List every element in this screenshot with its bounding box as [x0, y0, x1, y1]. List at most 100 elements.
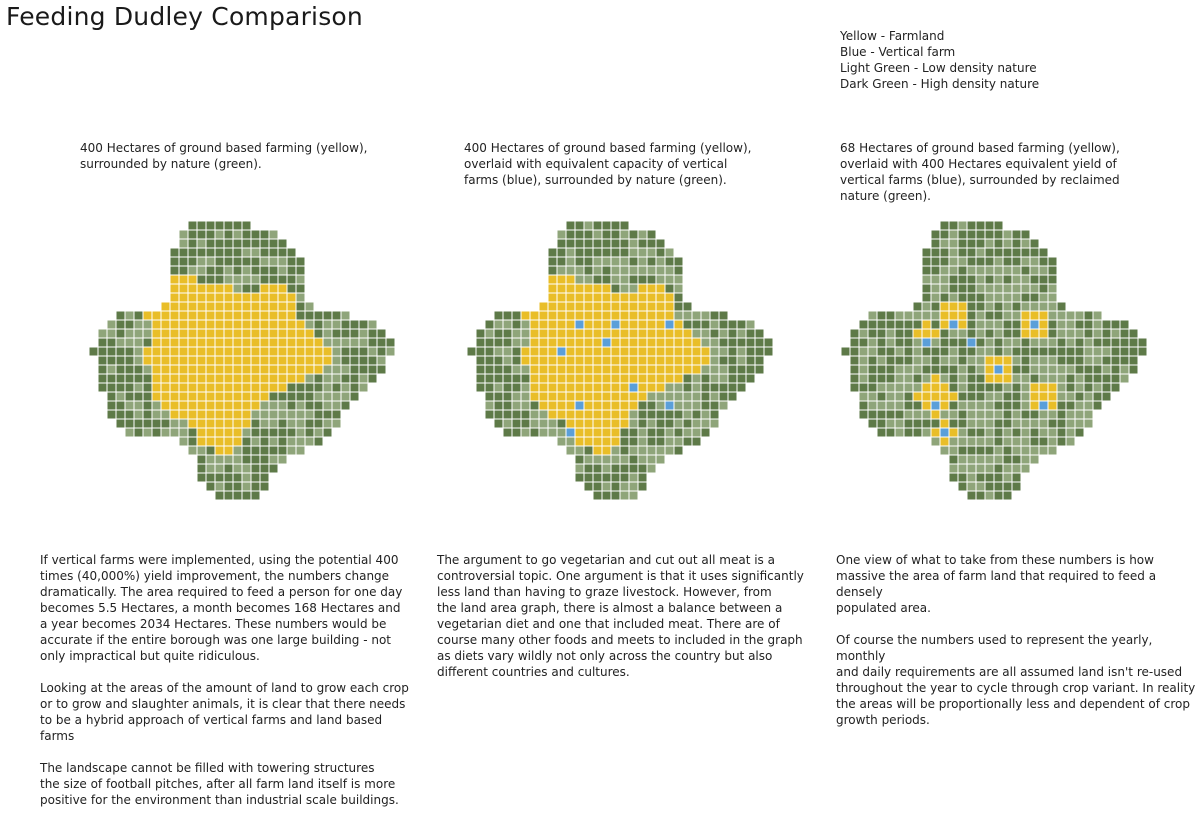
vertical-farm-cell — [948, 319, 959, 330]
dark-green-cell — [484, 346, 495, 357]
farmland-cell — [241, 337, 252, 348]
light-green-cell — [547, 427, 558, 438]
dark-green-cell — [754, 328, 765, 339]
dark-green-cell — [894, 328, 905, 339]
farmland-cell — [214, 364, 225, 375]
farmland-cell — [610, 418, 621, 429]
light-green-cell — [894, 382, 905, 393]
dark-green-cell — [304, 391, 315, 402]
dark-green-cell — [502, 427, 513, 438]
paragraph: One view of what to take from these numb… — [836, 553, 1157, 615]
dark-green-cell — [241, 436, 252, 447]
dark-green-cell — [628, 427, 639, 438]
light-green-cell — [304, 319, 315, 330]
light-green-cell — [894, 310, 905, 321]
vertical-farm-cell — [993, 364, 1004, 375]
farmland-cell — [664, 310, 675, 321]
dark-green-cell — [1056, 409, 1067, 420]
page-title: Feeding Dudley Comparison — [6, 2, 363, 31]
dark-green-cell — [975, 472, 986, 483]
dark-green-cell — [619, 220, 630, 231]
dark-green-cell — [1047, 328, 1058, 339]
dark-green-cell — [957, 472, 968, 483]
farmland-cell — [583, 301, 594, 312]
dark-green-cell — [259, 229, 270, 240]
light-green-cell — [1065, 337, 1076, 348]
farmland-cell — [223, 418, 234, 429]
dark-green-cell — [367, 337, 378, 348]
farmland-cell — [223, 391, 234, 402]
farmland-cell — [268, 373, 279, 384]
light-green-cell — [322, 418, 333, 429]
light-green-cell — [939, 355, 950, 366]
light-green-cell — [1002, 346, 1013, 357]
light-green-cell — [957, 382, 968, 393]
dark-green-cell — [376, 337, 387, 348]
light-green-cell — [655, 445, 666, 456]
farmland-cell — [223, 301, 234, 312]
dark-green-cell — [894, 409, 905, 420]
light-green-cell — [358, 373, 369, 384]
dark-green-cell — [691, 319, 702, 330]
dark-green-cell — [556, 256, 567, 267]
dark-green-cell — [673, 409, 684, 420]
light-green-cell — [97, 328, 108, 339]
farmland-cell — [241, 355, 252, 366]
dark-green-cell — [930, 238, 941, 249]
light-green-cell — [646, 454, 657, 465]
light-green-cell — [196, 256, 207, 267]
dark-green-cell — [286, 382, 297, 393]
dark-green-cell — [511, 418, 522, 429]
dark-green-cell — [196, 454, 207, 465]
farmland-cell — [286, 355, 297, 366]
dark-green-cell — [223, 256, 234, 267]
dark-green-cell — [583, 256, 594, 267]
light-green-cell — [1029, 301, 1040, 312]
dark-green-cell — [502, 373, 513, 384]
farmland-cell — [646, 355, 657, 366]
farmland-cell — [556, 337, 567, 348]
light-green-cell — [142, 364, 153, 375]
farmland-cell — [556, 373, 567, 384]
farmland-cell — [187, 283, 198, 294]
dark-green-cell — [232, 472, 243, 483]
dark-green-cell — [367, 355, 378, 366]
light-green-cell — [223, 274, 234, 285]
light-green-cell — [745, 319, 756, 330]
light-green-cell — [232, 463, 243, 474]
light-green-cell — [984, 436, 995, 447]
farmland-cell — [196, 391, 207, 402]
dark-green-cell — [1083, 373, 1094, 384]
light-green-cell — [592, 229, 603, 240]
dark-green-cell — [601, 265, 612, 276]
farmland-cell — [1029, 310, 1040, 321]
farmland-cell — [169, 364, 180, 375]
farmland-cell — [601, 445, 612, 456]
farmland-cell — [601, 283, 612, 294]
dark-green-cell — [993, 346, 1004, 357]
light-green-cell — [1074, 400, 1085, 411]
farmland-cell — [930, 391, 941, 402]
dark-green-cell — [565, 220, 576, 231]
dark-green-cell — [610, 490, 621, 501]
dark-green-cell — [178, 265, 189, 276]
light-green-cell — [565, 256, 576, 267]
light-green-cell — [268, 418, 279, 429]
light-green-cell — [124, 328, 135, 339]
vertical-farm-cell — [628, 382, 639, 393]
farmland-cell — [610, 436, 621, 447]
light-green-cell — [867, 391, 878, 402]
dark-green-cell — [493, 400, 504, 411]
farmland-cell — [160, 355, 171, 366]
farmland-cell — [538, 355, 549, 366]
farmland-cell — [556, 400, 567, 411]
farmland-cell — [574, 310, 585, 321]
farmland-cell — [538, 373, 549, 384]
dark-green-cell — [151, 427, 162, 438]
light-green-cell — [331, 355, 342, 366]
dark-green-cell — [930, 319, 941, 330]
dark-green-cell — [592, 472, 603, 483]
light-green-cell — [178, 418, 189, 429]
dark-green-cell — [304, 400, 315, 411]
dark-green-cell — [259, 481, 270, 492]
